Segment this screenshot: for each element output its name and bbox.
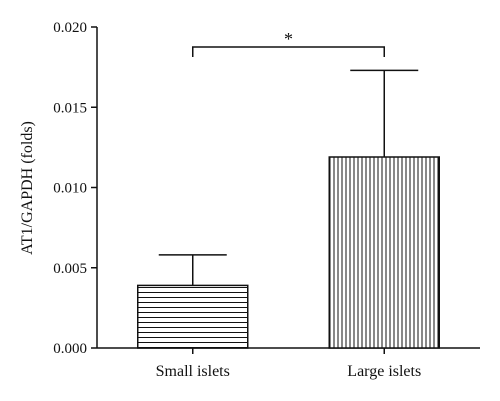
y-tick-label-3: 0.015 [53,100,87,116]
x-tick-label-1: Large islets [347,363,421,380]
y-tick-label-4: 0.020 [53,20,87,36]
bar-1 [328,156,440,349]
x-tick-label-0: Small islets [156,363,230,380]
y-axis-title: AT1/GAPDH (folds) [19,121,36,255]
significance-bracket: * [192,29,385,57]
error-bars [158,69,419,286]
bar-0 [137,284,249,349]
significance-label: * [284,29,293,49]
significance-line [192,46,385,57]
bars [137,156,440,349]
y-tick-label-2: 0.010 [53,181,87,197]
y-tick-label-0: 0.000 [53,341,87,357]
y-tick-label-1: 0.005 [53,261,87,277]
